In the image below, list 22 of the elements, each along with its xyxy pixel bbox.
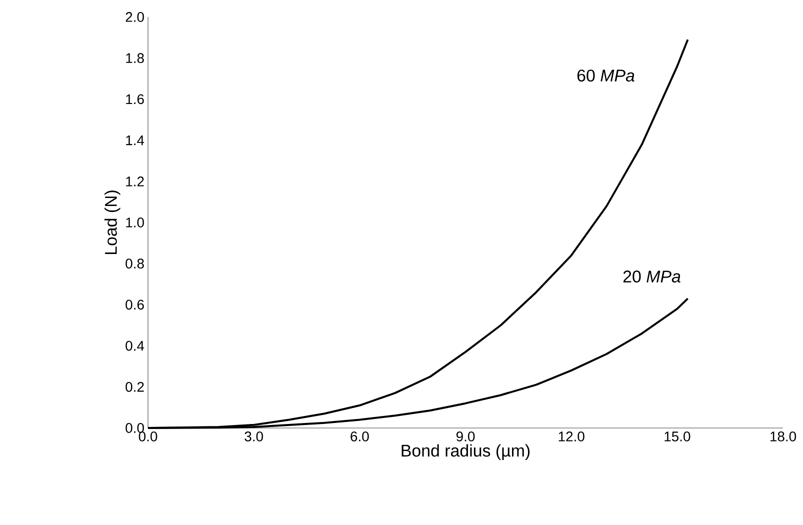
x-axis-title: Bond radius (µm)	[402, 444, 530, 460]
x-tick-label: 15.0	[664, 432, 690, 442]
y-tick-label: 1.2	[126, 176, 144, 186]
x-tick-label: 6.0	[350, 432, 369, 442]
x-tick-label: 3.0	[244, 432, 263, 442]
x-tick-label: 9.0	[456, 432, 475, 442]
y-tick-label: 1.0	[126, 218, 144, 228]
x-tick-label: 12.0	[558, 432, 584, 442]
y-tick-label: 0.0	[126, 423, 144, 433]
y-tick-label: 1.6	[126, 94, 144, 104]
series-label: 60 MPa	[577, 70, 634, 82]
y-tick-label: 0.4	[126, 340, 144, 351]
series-label: 20 MPa	[623, 270, 680, 283]
y-tick-label: 1.8	[126, 53, 144, 64]
y-axis-title: Load (N)	[104, 190, 120, 254]
y-tick-label: 0.8	[126, 258, 144, 269]
y-tick-label: 2.0	[126, 12, 144, 22]
y-tick-label: 0.2	[126, 382, 144, 392]
x-tick-label: 18.0	[770, 432, 796, 442]
y-tick-label: 1.4	[126, 136, 144, 146]
y-tick-label: 0.6	[126, 300, 144, 310]
x-tick-label: 0.0	[138, 432, 158, 442]
